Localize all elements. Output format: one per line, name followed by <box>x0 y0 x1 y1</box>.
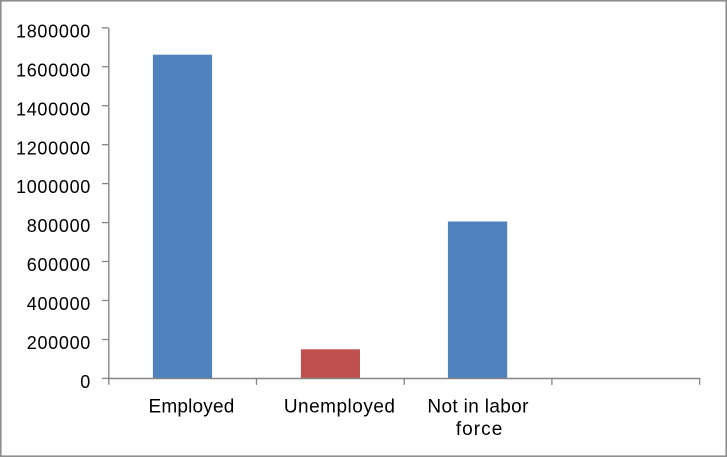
svg-text:Not in labor: Not in labor <box>427 397 529 418</box>
svg-text:Unemployed: Unemployed <box>284 397 396 418</box>
svg-text:1000000: 1000000 <box>16 177 91 197</box>
svg-text:200000: 200000 <box>27 333 91 353</box>
svg-text:Employed: Employed <box>148 397 234 418</box>
svg-text:1400000: 1400000 <box>16 99 91 119</box>
svg-text:1800000: 1800000 <box>16 21 91 41</box>
svg-text:1600000: 1600000 <box>16 60 91 80</box>
svg-text:1200000: 1200000 <box>16 138 91 158</box>
svg-text:400000: 400000 <box>27 294 91 314</box>
svg-text:force: force <box>456 419 504 440</box>
svg-text:0: 0 <box>80 372 91 392</box>
svg-text:600000: 600000 <box>27 255 91 275</box>
svg-text:800000: 800000 <box>27 216 91 236</box>
